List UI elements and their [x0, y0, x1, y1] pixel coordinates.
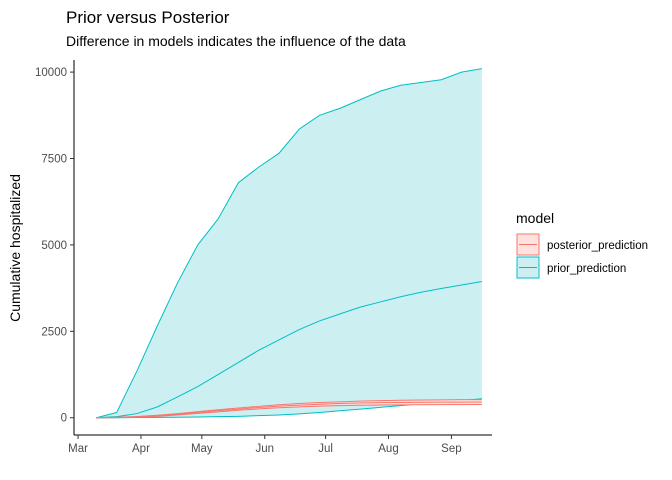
legend-item-prior-prediction: prior_prediction [516, 256, 626, 279]
posterior-prediction-upper-line [96, 399, 482, 419]
prior-prediction-upper-line [96, 68, 482, 419]
legend-item-posterior-prediction: posterior_prediction [516, 233, 648, 256]
y-tick-label: 5000 [41, 240, 67, 252]
x-tick-label: Mar [68, 443, 88, 455]
y-tick-label: 2500 [41, 326, 67, 338]
legend-label-prior-prediction: prior_prediction [547, 263, 626, 275]
x-tick-label: Jul [318, 443, 333, 455]
x-tick-label: Jun [255, 443, 274, 455]
legend-label-posterior-prediction: posterior_prediction [547, 240, 648, 252]
prior-prediction-median-line [96, 281, 482, 419]
y-axis-title: Cumulative hospitalized [7, 174, 23, 322]
plot-area: Mar Apr May Jun Jul Aug Sep 0 2500 5000 7500 10000 [35, 60, 492, 455]
series-layer [96, 68, 482, 419]
x-ticks: Mar Apr May Jun Jul Aug Sep [68, 435, 462, 455]
prior-prediction-ribbon [96, 68, 482, 418]
legend: model posterior_prediction prior_predicti… [516, 210, 648, 279]
y-tick-label: 7500 [41, 154, 67, 166]
x-tick-label: Apr [132, 443, 150, 455]
y-tick-label: 10000 [35, 67, 67, 79]
posterior-prediction-median-line [96, 401, 482, 419]
x-tick-label: Sep [441, 443, 461, 455]
y-tick-label: 0 [61, 413, 67, 425]
posterior-prediction-lower-line [96, 404, 482, 419]
y-ticks: 0 2500 5000 7500 10000 [35, 67, 74, 425]
chart-title: Prior versus Posterior [66, 8, 230, 27]
legend-items: posterior_prediction prior_prediction [516, 233, 648, 279]
chart-subtitle: Difference in models indicates the influ… [66, 33, 406, 49]
x-tick-label: Aug [378, 443, 398, 455]
legend-title: model [516, 210, 554, 226]
x-tick-label: May [191, 443, 213, 455]
